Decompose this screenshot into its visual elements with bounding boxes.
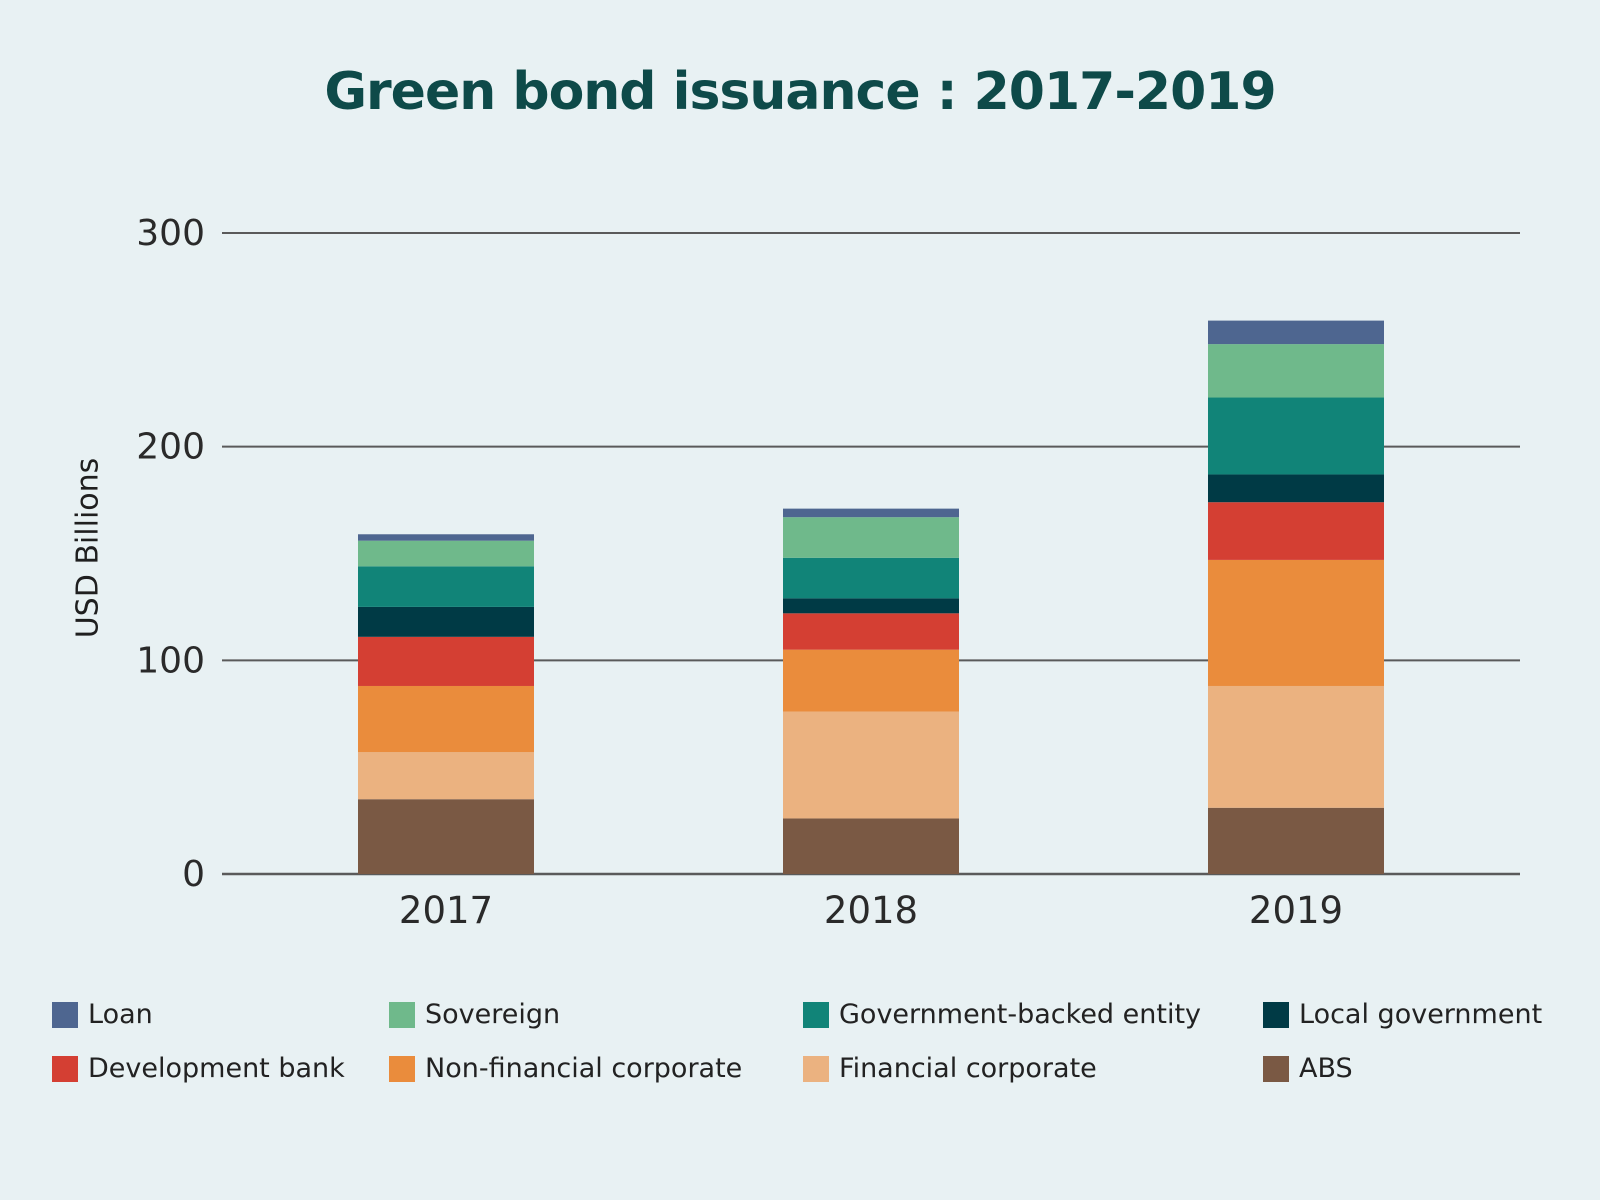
bar-segment-sovereign-2019 — [1208, 344, 1384, 398]
bar-segment-government-backed-entity-2019 — [1208, 397, 1384, 475]
x-tick-label: 2018 — [824, 889, 918, 932]
bar-segment-abs-2019 — [1208, 807, 1384, 874]
y-tick-label: 100 — [136, 640, 205, 681]
bar-segment-local-government-2019 — [1208, 474, 1384, 503]
bar-segment-non-financial-corporate-2017 — [358, 685, 534, 753]
bar-segment-loan-2017 — [358, 534, 534, 541]
bar-segment-sovereign-2018 — [783, 517, 959, 558]
bar-segment-local-government-2018 — [783, 598, 959, 614]
x-tick-label: 2019 — [1249, 889, 1343, 932]
x-tick-label: 2017 — [399, 889, 493, 932]
bar-segment-loan-2018 — [783, 508, 959, 518]
bar-segment-non-financial-corporate-2018 — [783, 649, 959, 712]
bar-segment-financial-corporate-2019 — [1208, 685, 1384, 808]
bar-segment-government-backed-entity-2017 — [358, 566, 534, 607]
chart-title: Green bond issuance : 2017-2019 — [324, 62, 1276, 122]
bar-segment-development-bank-2017 — [358, 636, 534, 686]
bar-segment-non-financial-corporate-2019 — [1208, 559, 1384, 686]
bar-segment-abs-2018 — [783, 818, 959, 874]
bar-segment-development-bank-2018 — [783, 613, 959, 650]
bar-segment-financial-corporate-2017 — [358, 752, 534, 800]
bar-segment-sovereign-2017 — [358, 540, 534, 567]
bar-segment-local-government-2017 — [358, 606, 534, 637]
bar-segment-abs-2017 — [358, 799, 534, 874]
bar-segment-loan-2019 — [1208, 320, 1384, 345]
y-tick-label: 0 — [182, 854, 205, 895]
bar-segment-financial-corporate-2018 — [783, 711, 959, 819]
bar-segment-government-backed-entity-2018 — [783, 557, 959, 599]
bar-segment-development-bank-2019 — [1208, 502, 1384, 560]
y-tick-label: 300 — [136, 213, 205, 254]
y-tick-label: 200 — [136, 427, 205, 468]
